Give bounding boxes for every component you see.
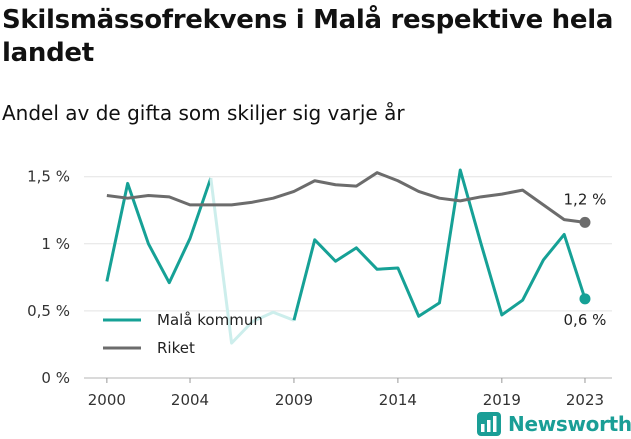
- series-end-point-1: [579, 216, 591, 228]
- brand-name: Newsworthy: [508, 412, 631, 436]
- y-tick-label: 0 %: [41, 369, 70, 387]
- series-end-label-1: 1,2 %: [564, 190, 607, 208]
- x-tick-label: 2004: [171, 391, 209, 409]
- y-tick-label: 1,5 %: [27, 168, 70, 186]
- x-tick-label: 2019: [483, 391, 521, 409]
- legend-label-0: Malå kommun: [157, 311, 263, 329]
- series-line-faded-0: [209, 177, 295, 345]
- y-tick-label: 1 %: [41, 235, 70, 253]
- series-line-1: [106, 171, 586, 224]
- newsworthy-logo-icon: [477, 412, 501, 436]
- x-tick-label: 2023: [566, 391, 604, 409]
- chart-title: Skilsmässofrekvens i Malå respektive hel…: [2, 5, 614, 68]
- series-line-0: [292, 168, 587, 321]
- y-tick-label: 0,5 %: [27, 302, 70, 320]
- chart-subtitle: Andel av de gifta som skiljer sig varje …: [2, 101, 405, 125]
- series-end-point-0: [579, 293, 591, 305]
- x-tick-label: 2009: [275, 391, 313, 409]
- brand-logo: Newsworthy: [476, 410, 631, 438]
- x-tick-label: 2014: [379, 391, 417, 409]
- legend-label-1: Riket: [157, 339, 195, 357]
- x-tick-label: 2000: [88, 391, 126, 409]
- series-line-0: [105, 177, 213, 285]
- series-end-label-0: 0,6 %: [564, 311, 607, 329]
